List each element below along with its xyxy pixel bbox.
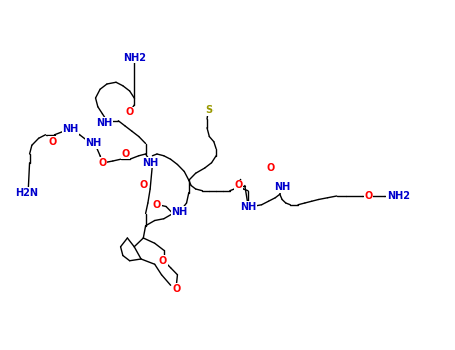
Text: H2N: H2N [15, 188, 38, 197]
Text: O: O [153, 200, 161, 210]
Text: NH: NH [274, 182, 290, 192]
Text: NH: NH [240, 202, 256, 211]
Text: O: O [235, 181, 243, 190]
Text: NH2: NH2 [387, 191, 410, 201]
Text: S: S [206, 105, 213, 115]
Text: O: O [172, 284, 181, 294]
Text: NH: NH [96, 118, 113, 127]
Text: O: O [126, 107, 134, 117]
Text: NH: NH [85, 139, 101, 148]
Text: O: O [267, 163, 275, 173]
Text: O: O [364, 191, 373, 201]
Text: NH2: NH2 [123, 53, 146, 63]
Text: NH: NH [62, 125, 79, 134]
Text: NH: NH [172, 207, 188, 217]
Text: O: O [121, 149, 129, 159]
Text: NH: NH [142, 158, 158, 168]
Text: O: O [159, 256, 167, 266]
Text: O: O [139, 181, 147, 190]
Text: O: O [48, 137, 56, 147]
Text: O: O [98, 158, 106, 168]
